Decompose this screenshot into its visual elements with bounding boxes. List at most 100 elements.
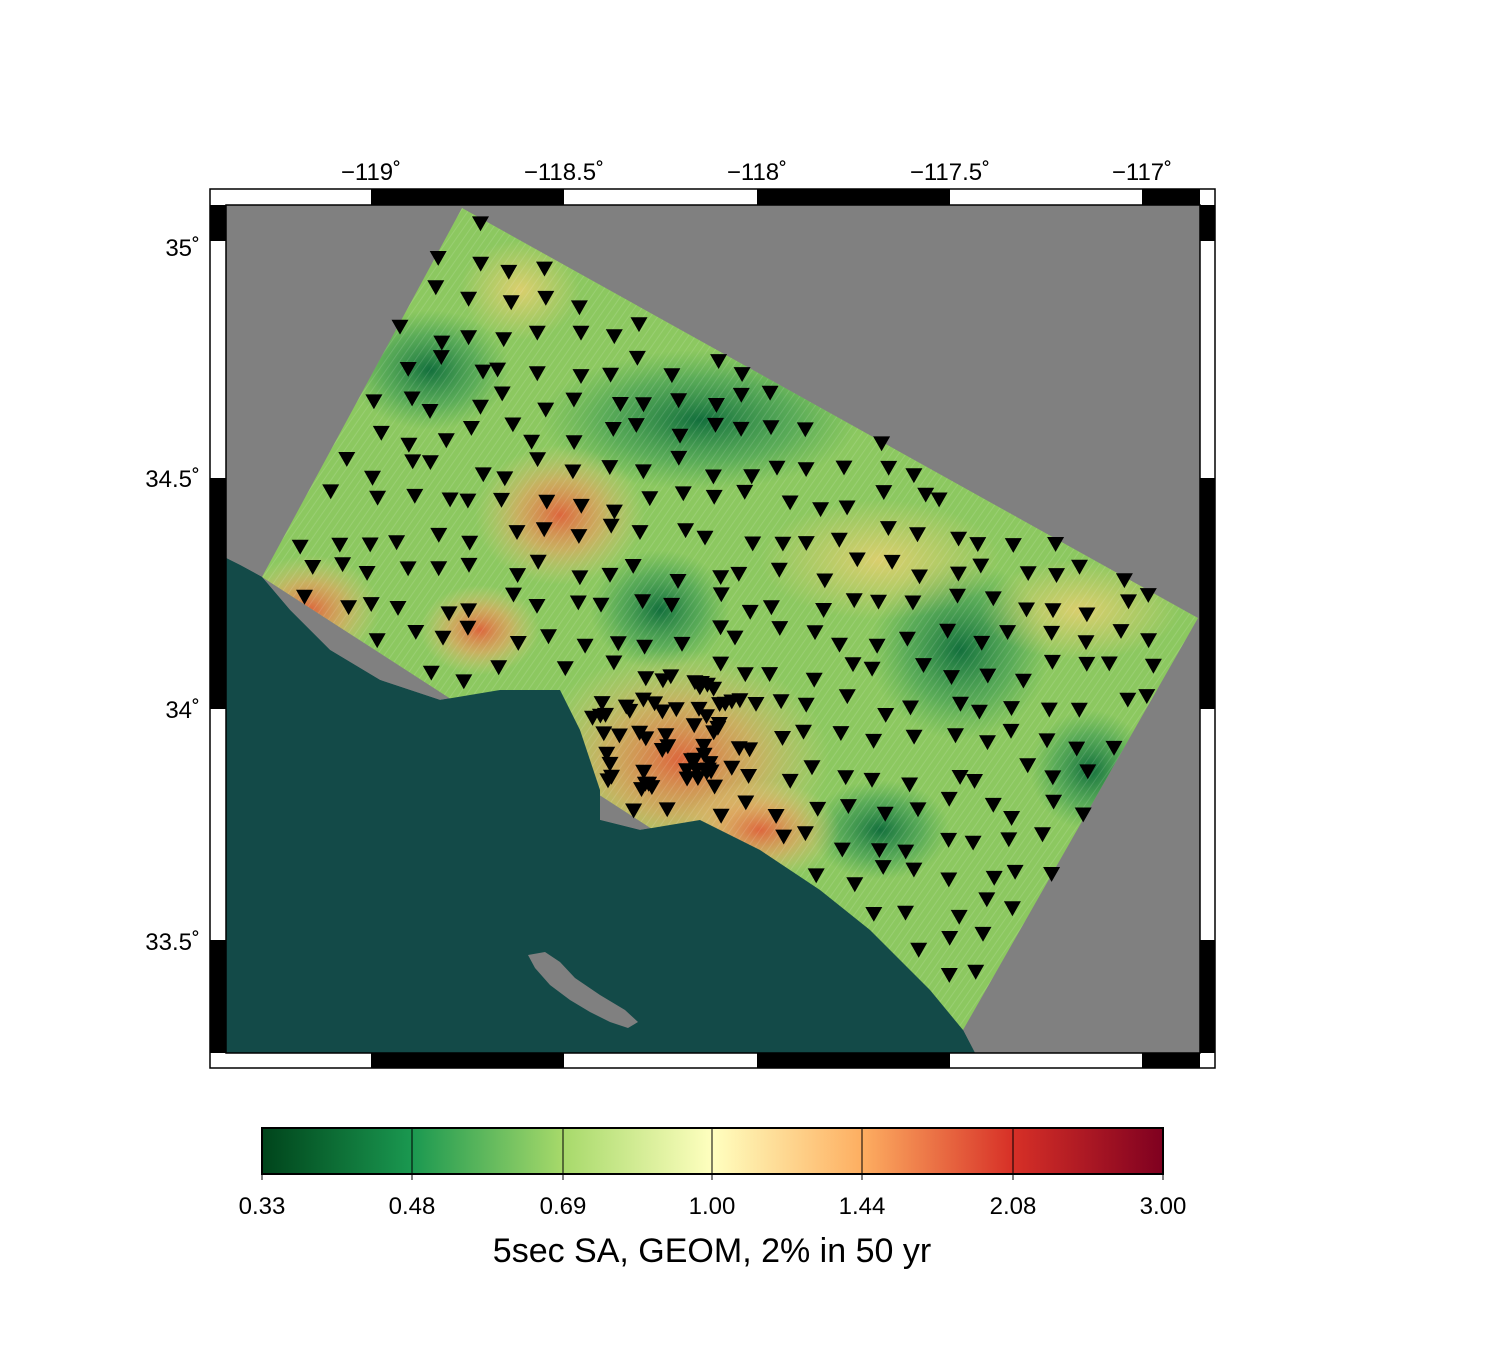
station-marker [358, 566, 376, 581]
station-marker [837, 770, 855, 786]
station-marker [641, 491, 659, 507]
station-marker [873, 436, 891, 452]
station-marker [460, 603, 478, 619]
station-marker [910, 942, 928, 958]
station-marker [674, 486, 692, 502]
station-marker [489, 362, 507, 378]
station-marker [795, 724, 812, 740]
station-marker [845, 593, 863, 609]
station-marker [761, 385, 779, 401]
station-marker [671, 428, 689, 444]
station-marker [400, 437, 418, 453]
station-marker [902, 700, 919, 716]
station-marker [897, 905, 914, 921]
station-marker [838, 500, 856, 516]
station-marker [430, 561, 448, 577]
station-marker [564, 464, 582, 480]
station-marker [493, 386, 511, 402]
station-marker [658, 802, 676, 818]
station-marker [939, 623, 957, 639]
station-marker [296, 589, 313, 605]
station-marker [529, 554, 547, 570]
station-marker [905, 468, 923, 484]
station-marker [797, 536, 815, 551]
station-marker [427, 280, 445, 296]
station-marker [879, 521, 897, 536]
station-marker [663, 368, 681, 384]
station-marker [699, 762, 717, 778]
station-marker [610, 728, 628, 744]
station-marker [474, 467, 492, 483]
station-marker [952, 696, 969, 712]
station-marker [747, 697, 765, 712]
station-marker [361, 537, 379, 553]
station-marker [712, 808, 730, 824]
station-marker [504, 417, 522, 433]
station-marker [941, 931, 959, 946]
station-marker [772, 694, 790, 710]
station-marker [707, 417, 724, 433]
station-marker [1034, 827, 1051, 843]
station-marker [434, 630, 452, 646]
station-marker [391, 319, 409, 335]
station-marker [848, 552, 866, 568]
lat-tick-label: 33.5˚ [145, 929, 200, 956]
station-marker [472, 216, 489, 232]
station-marker [1068, 741, 1086, 757]
station-marker [737, 795, 755, 811]
station-marker [732, 387, 750, 403]
station-marker [1003, 701, 1020, 716]
station-marker [462, 421, 480, 436]
station-marker [880, 460, 898, 476]
station-marker [1071, 559, 1088, 575]
colorbar: 0.33 0.48 0.69 1.00 1.44 2.08 3.00 5sec … [239, 1127, 1187, 1270]
station-marker [399, 362, 417, 377]
lon-tick-label: −119˚ [341, 159, 401, 186]
station-marker [657, 728, 675, 744]
station-marker [460, 557, 478, 573]
colorbar-tick-label: 3.00 [1140, 1193, 1187, 1220]
station-marker [537, 402, 555, 418]
station-marker [809, 801, 827, 817]
station-marker [743, 469, 761, 485]
station-marker [979, 668, 997, 684]
station-marker [432, 350, 450, 365]
station-marker [677, 523, 695, 539]
station-marker [496, 471, 514, 487]
station-marker [876, 806, 894, 822]
station-marker [460, 291, 478, 307]
map-frame [209, 188, 1216, 1069]
longitude-axis: −119˚ −118.5˚ −118˚ −117.5˚ −117˚ [341, 159, 1172, 186]
station-marker [537, 290, 555, 306]
station-marker [733, 367, 751, 382]
station-marker [368, 633, 386, 649]
station-marker [698, 709, 715, 725]
station-marker [712, 620, 730, 636]
station-marker [406, 488, 424, 504]
station-marker [528, 366, 546, 382]
station-marker [874, 860, 892, 875]
station-marker [572, 498, 590, 514]
station-marker [797, 462, 815, 477]
station-marker [781, 495, 799, 511]
station-marker [816, 573, 834, 589]
station-marker [689, 771, 707, 786]
station-marker [831, 637, 848, 653]
station-marker [508, 525, 526, 540]
station-marker [472, 399, 489, 415]
station-marker [509, 568, 527, 583]
station-marker [1070, 702, 1088, 718]
station-marker [1003, 811, 1021, 826]
station-marker [502, 295, 520, 311]
station-marker [528, 325, 546, 341]
station-marker [984, 591, 1002, 607]
station-marker [528, 599, 546, 614]
station-marker [812, 502, 830, 518]
station-marker [605, 655, 623, 671]
station-marker [490, 660, 508, 676]
station-marker [421, 455, 439, 470]
station-marker [407, 625, 425, 640]
station-marker [429, 251, 447, 266]
station-marker [803, 760, 821, 776]
